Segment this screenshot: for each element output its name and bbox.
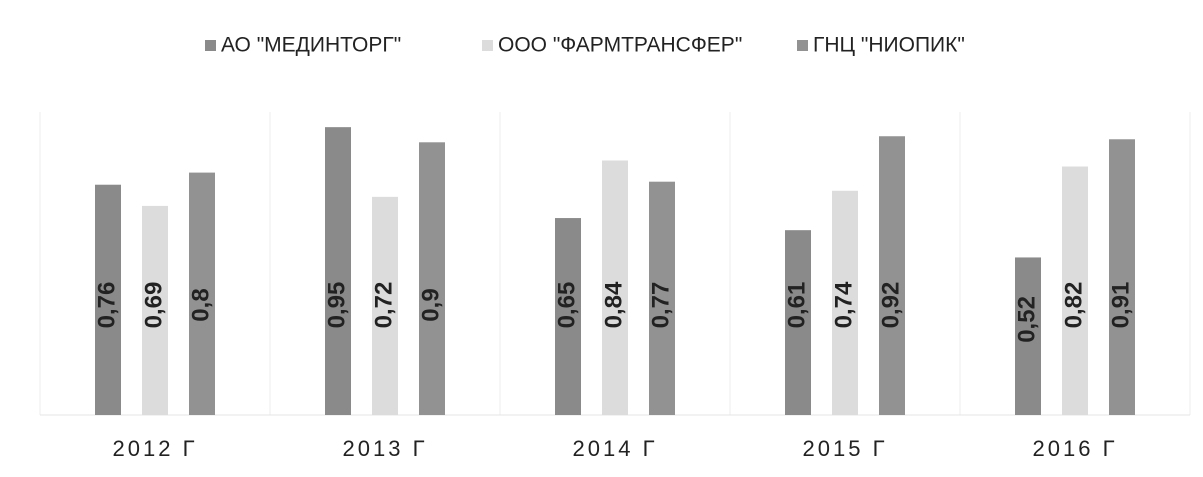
value-label: 0,61 bbox=[783, 282, 810, 329]
bar bbox=[555, 218, 581, 415]
legend-swatch bbox=[797, 40, 808, 51]
bar bbox=[1109, 139, 1135, 415]
bar bbox=[1062, 166, 1088, 415]
value-label: 0,77 bbox=[647, 282, 674, 329]
bar bbox=[649, 181, 675, 415]
value-label: 0,69 bbox=[140, 282, 167, 329]
legend-label: АО "МЕДИНТОРГ" bbox=[221, 34, 401, 57]
bar bbox=[95, 184, 121, 415]
x-tick-label: 2016 Г bbox=[1033, 436, 1118, 461]
x-tick-label: 2015 Г bbox=[803, 436, 888, 461]
value-label: 0,92 bbox=[877, 282, 904, 329]
legend-swatch bbox=[205, 40, 216, 51]
bar bbox=[602, 160, 628, 415]
bar bbox=[372, 196, 398, 415]
x-tick-label: 2014 Г bbox=[573, 436, 658, 461]
bar bbox=[785, 230, 811, 415]
value-label: 0,8 bbox=[187, 288, 214, 321]
value-label: 0,91 bbox=[1107, 282, 1134, 329]
bar bbox=[832, 190, 858, 415]
value-label: 0,74 bbox=[830, 281, 857, 328]
value-label: 0,76 bbox=[93, 282, 120, 329]
value-label: 0,72 bbox=[370, 282, 397, 329]
value-label: 0,9 bbox=[417, 288, 444, 321]
value-label: 0,82 bbox=[1060, 282, 1087, 329]
bar bbox=[142, 205, 168, 415]
value-label: 0,95 bbox=[323, 282, 350, 329]
bar bbox=[325, 127, 351, 416]
x-tick-label: 2013 Г bbox=[343, 436, 428, 461]
bar bbox=[189, 172, 215, 415]
legend-label: ООО "ФАРМТРАНСФЕР" bbox=[498, 34, 742, 57]
bar bbox=[1015, 257, 1041, 415]
value-label: 0,65 bbox=[553, 282, 580, 329]
bar bbox=[419, 142, 445, 416]
bar bbox=[879, 136, 905, 416]
value-label: 0,52 bbox=[1013, 296, 1040, 343]
legend-label: ГНЦ "НИОПИК" bbox=[813, 34, 965, 57]
x-tick-label: 2012 Г bbox=[113, 436, 198, 461]
value-label: 0,84 bbox=[600, 281, 627, 328]
legend-swatch bbox=[482, 40, 493, 51]
